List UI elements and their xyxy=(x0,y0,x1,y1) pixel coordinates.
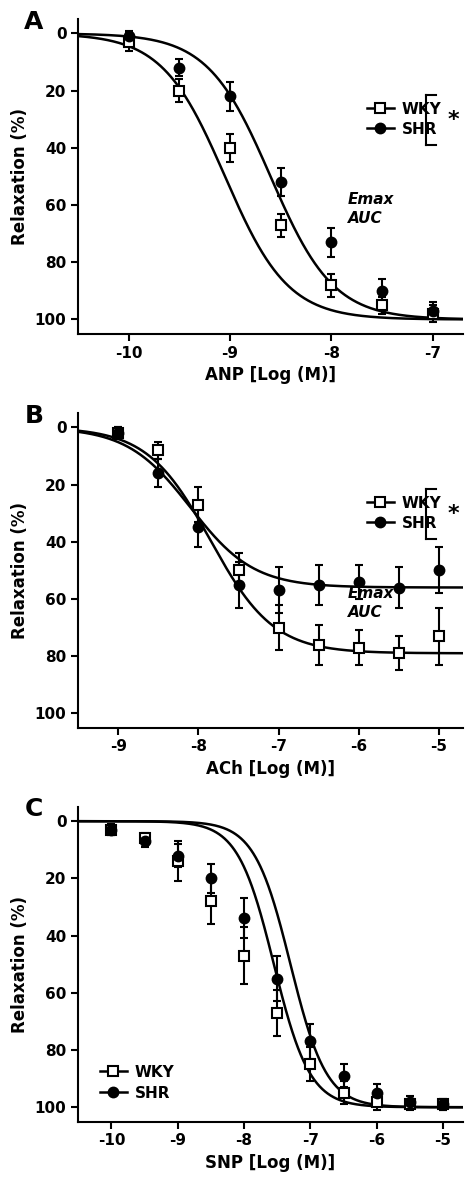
Legend: WKY, SHR: WKY, SHR xyxy=(360,96,447,143)
X-axis label: ACh [Log (M)]: ACh [Log (M)] xyxy=(206,759,335,778)
Y-axis label: Relaxation (%): Relaxation (%) xyxy=(11,502,29,639)
X-axis label: ANP [Log (M)]: ANP [Log (M)] xyxy=(205,367,336,384)
Text: *: * xyxy=(447,504,459,524)
Y-axis label: Relaxation (%): Relaxation (%) xyxy=(11,108,29,245)
Text: *: * xyxy=(447,110,459,130)
Legend: WKY, SHR: WKY, SHR xyxy=(360,490,447,537)
Text: Emax
AUC: Emax AUC xyxy=(347,192,394,226)
Legend: WKY, SHR: WKY, SHR xyxy=(93,1059,181,1107)
Text: B: B xyxy=(24,403,43,427)
Text: C: C xyxy=(24,797,43,821)
Text: A: A xyxy=(24,9,44,33)
X-axis label: SNP [Log (M)]: SNP [Log (M)] xyxy=(206,1153,336,1172)
Text: Emax
AUC: Emax AUC xyxy=(347,586,394,620)
Y-axis label: Relaxation (%): Relaxation (%) xyxy=(11,896,29,1033)
